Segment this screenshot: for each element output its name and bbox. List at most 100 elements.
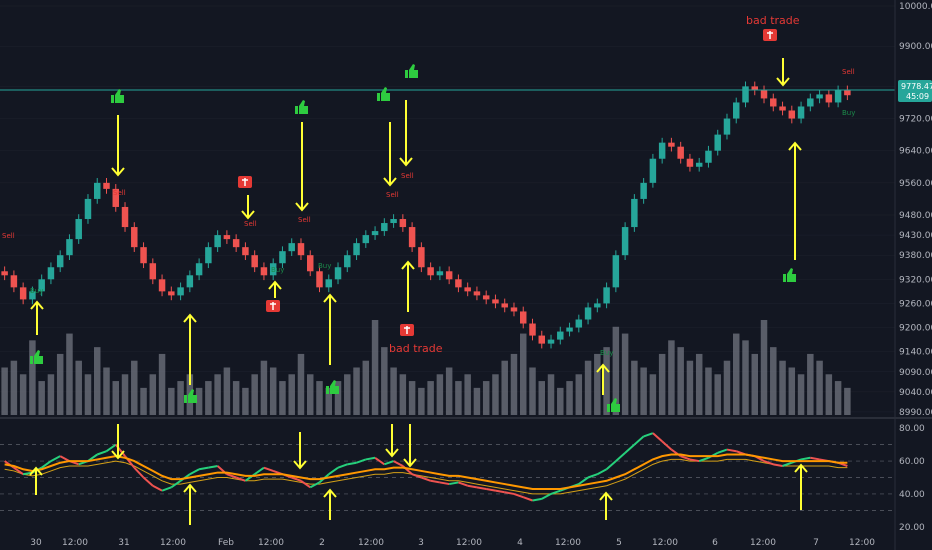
candle-body <box>668 142 675 147</box>
candle-body <box>603 287 610 304</box>
rsi-ma-line <box>4 458 848 495</box>
candle-body <box>131 227 138 248</box>
time-axis: 30 12:00 31 12:00 Feb 12:00 2 12:00 3 12:00 4 12:00… <box>30 538 875 548</box>
volume-bar <box>834 381 842 415</box>
candle-body <box>399 219 407 228</box>
volume-bar <box>242 387 249 415</box>
candle-body <box>1 271 8 276</box>
yellow-arrow <box>183 483 197 525</box>
volume-bar <box>797 374 805 415</box>
rsi-line-segment <box>254 466 265 476</box>
candle-body <box>464 287 471 292</box>
rsi-line-segment <box>41 460 52 469</box>
yellow-arrow <box>401 260 415 312</box>
volume-bar <box>19 374 27 415</box>
candle-body <box>529 323 536 336</box>
rsi-tick-label: 40.00 <box>899 490 925 500</box>
volume-bar <box>103 367 110 415</box>
volume-bar <box>751 353 759 415</box>
volume-bar <box>640 367 647 415</box>
time-tick-label: 12:00 <box>358 538 384 548</box>
arrow-head <box>385 448 399 458</box>
rsi-line-segment <box>96 450 107 456</box>
thumb-cuff <box>405 70 408 78</box>
time-tick-label: 4 <box>517 538 523 548</box>
volume-bar <box>177 381 184 415</box>
rsi-line-segment <box>782 461 793 467</box>
candle-body <box>705 150 712 163</box>
time-tick-label: 30 <box>30 538 42 548</box>
rsi-line-segment <box>726 448 737 453</box>
candle-body <box>723 118 731 135</box>
candle-body <box>797 106 805 119</box>
thumb-cuff <box>184 395 187 403</box>
candle-body <box>594 303 601 308</box>
time-tick-label: 12:00 <box>258 538 284 548</box>
candle-body <box>686 158 694 167</box>
candle-body <box>677 146 684 159</box>
volume-bar <box>825 374 833 415</box>
candle-body <box>825 94 833 103</box>
yellow-arrow <box>399 100 413 167</box>
candle-body <box>658 142 666 159</box>
current-price-tag-bg <box>898 80 932 102</box>
volume-bar <box>732 333 740 415</box>
sell-signal-label: Sell <box>2 232 15 240</box>
candle-body <box>408 227 416 248</box>
rsi-line-segment <box>615 452 626 462</box>
rsi-line-segment <box>411 473 422 479</box>
rsi-line-segment <box>689 458 700 463</box>
volume-bar <box>538 381 546 415</box>
volume-bar <box>214 374 221 415</box>
yellow-arrow <box>596 363 610 395</box>
yellow-arrow <box>111 115 125 177</box>
candle-body <box>770 98 777 107</box>
volume-bar <box>10 360 18 415</box>
price-tick-label: 9480.00 <box>899 211 932 221</box>
candle-body <box>260 267 268 276</box>
rsi-line-segment <box>291 476 302 482</box>
volume-bars <box>1 320 851 415</box>
volume-bar <box>677 347 684 415</box>
arrow-head <box>30 300 44 310</box>
sell-signal-label: Sell <box>244 220 257 228</box>
volume-bar <box>66 333 73 415</box>
candle-body <box>381 223 388 232</box>
thumb-cuff <box>326 386 329 394</box>
volume-bar <box>844 387 851 415</box>
rsi-line-segment <box>652 432 663 443</box>
candle-body <box>242 247 249 256</box>
volume-bar <box>788 367 796 415</box>
arrow-head <box>183 313 197 323</box>
rsi-line-segment <box>170 479 182 489</box>
thumb-hand <box>34 350 43 364</box>
arrow-head <box>29 466 43 476</box>
rsi-line-segment <box>486 488 496 492</box>
candle-body <box>344 255 351 268</box>
candle-body <box>612 255 620 288</box>
candle-body <box>158 279 166 292</box>
volume-bar <box>742 340 749 415</box>
candle-body <box>269 263 277 276</box>
volume-bar <box>344 374 351 415</box>
yellow-arrow <box>403 424 417 468</box>
price-tag: 9778.47 45:09 <box>898 80 932 102</box>
candle-body <box>223 235 231 240</box>
candle-body <box>714 134 721 151</box>
volume-bar <box>584 360 592 415</box>
bad-icon-mark <box>242 178 248 186</box>
candle-body <box>547 339 555 344</box>
arrow-head <box>293 460 307 470</box>
volume-bar <box>408 381 416 415</box>
volume-bar <box>658 353 666 415</box>
price-tick-label: 9320.00 <box>899 275 932 285</box>
rsi-line-segment <box>513 492 524 499</box>
volume-bar <box>723 360 731 415</box>
bad-trade-label-2: bad trade <box>746 14 800 27</box>
candle-body <box>418 247 425 268</box>
candle-body <box>788 110 796 119</box>
rsi-line-segment <box>161 486 172 492</box>
candle-body <box>149 263 157 280</box>
bad-icon-mark <box>404 326 410 334</box>
